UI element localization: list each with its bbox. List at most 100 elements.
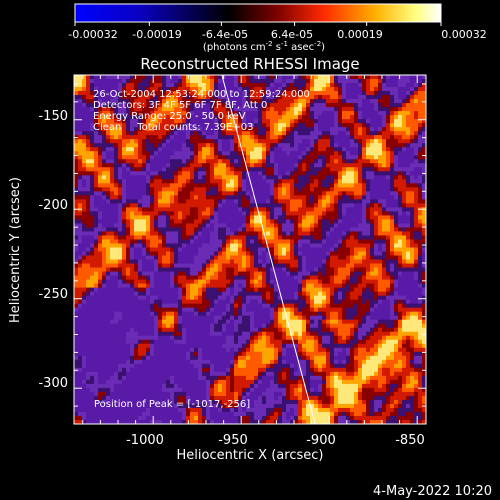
heatmap-cell — [362, 187, 367, 192]
heatmap-cell — [110, 187, 115, 192]
heatmap-cell — [342, 271, 347, 276]
heatmap-cell — [326, 215, 331, 220]
heatmap-cell — [74, 291, 79, 297]
heatmap-cell — [214, 195, 219, 200]
heatmap-cell — [154, 163, 159, 168]
heatmap-cell — [106, 279, 111, 284]
colorbar-tick-label: -0.00032 — [68, 28, 117, 41]
heatmap-cell — [202, 283, 207, 289]
heatmap-cell — [258, 219, 263, 224]
heatmap-cell — [270, 291, 275, 297]
heatmap-cell — [294, 199, 299, 204]
heatmap-cell — [194, 119, 199, 124]
heatmap-cell — [390, 259, 395, 264]
heatmap-cell — [410, 295, 415, 301]
heatmap-cell — [342, 119, 347, 124]
heatmap-cell — [362, 139, 367, 144]
heatmap-cell — [150, 235, 155, 240]
heatmap-cell — [314, 239, 319, 244]
heatmap-cell — [326, 155, 331, 160]
heatmap-cell — [410, 271, 415, 276]
heatmap-cell — [206, 155, 211, 160]
heatmap-cell — [242, 171, 247, 176]
heatmap-cell — [94, 151, 99, 156]
heatmap-cell — [358, 243, 363, 248]
heatmap-cell — [394, 107, 399, 112]
heatmap-cell — [122, 159, 127, 164]
heatmap-cell — [146, 283, 151, 289]
heatmap-cell — [266, 179, 271, 184]
heatmap-cell — [298, 247, 303, 252]
heatmap-cell — [250, 135, 255, 140]
heatmap-cell — [230, 99, 235, 104]
heatmap-cell — [166, 211, 171, 216]
heatmap-cell — [378, 119, 383, 124]
heatmap-cell — [406, 191, 411, 196]
heatmap-cell — [230, 231, 235, 236]
heatmap-cell — [402, 147, 407, 152]
heatmap-cell — [294, 295, 299, 301]
heatmap-cell — [242, 159, 247, 164]
heatmap-cell — [378, 235, 383, 240]
heatmap-cell — [262, 131, 267, 136]
heatmap-cell — [294, 219, 299, 224]
heatmap-cell — [318, 83, 323, 88]
heatmap-cell — [270, 207, 275, 212]
heatmap-cell — [286, 195, 291, 200]
heatmap-cell — [110, 191, 115, 196]
heatmap-cell — [186, 299, 191, 305]
heatmap-cell — [214, 83, 219, 88]
heatmap-cell — [258, 275, 263, 280]
heatmap-cell — [190, 79, 195, 84]
heatmap-cell — [178, 223, 183, 228]
heatmap-cell — [294, 151, 299, 156]
heatmap-cell — [206, 275, 211, 280]
heatmap-cell — [302, 95, 307, 100]
heatmap-cell — [358, 267, 363, 272]
heatmap-cell — [234, 195, 239, 200]
heatmap-cell — [86, 175, 91, 180]
heatmap-cell — [294, 275, 299, 280]
heatmap-cell — [266, 203, 271, 208]
heatmap-cell — [130, 183, 135, 188]
heatmap-cell — [166, 95, 171, 100]
heatmap-cell — [394, 203, 399, 208]
heatmap-cell — [378, 179, 383, 184]
heatmap-cell — [174, 183, 179, 188]
heatmap-cell — [354, 171, 359, 176]
heatmap-cell — [266, 191, 271, 196]
heatmap-cell — [198, 187, 203, 192]
heatmap-cell — [258, 267, 263, 272]
heatmap-cell — [90, 295, 95, 301]
heatmap-cell — [306, 183, 311, 188]
heatmap-cell — [334, 287, 339, 293]
heatmap-cell — [266, 139, 271, 144]
heatmap-cell — [186, 187, 191, 192]
heatmap-cell — [310, 151, 315, 156]
heatmap-cell — [258, 295, 263, 301]
heatmap-cell — [126, 279, 131, 284]
heatmap-cell — [326, 179, 331, 184]
heatmap-cell — [138, 203, 143, 208]
heatmap-cell — [350, 203, 355, 208]
heatmap-cell — [322, 195, 327, 200]
heatmap-cell — [394, 99, 399, 104]
heatmap-cell — [234, 275, 239, 280]
heatmap-cell — [262, 127, 267, 132]
heatmap-cell — [158, 151, 163, 156]
heatmap-cell — [166, 231, 171, 236]
heatmap-cell — [110, 75, 115, 80]
heatmap-cell — [106, 75, 111, 80]
heatmap-cell — [102, 151, 107, 156]
heatmap-cell — [354, 231, 359, 236]
heatmap-cell — [102, 107, 107, 112]
heatmap-cell — [398, 235, 403, 240]
heatmap-cell — [118, 75, 123, 80]
heatmap-cell — [150, 263, 155, 268]
heatmap-cell — [254, 291, 259, 297]
heatmap-cell — [266, 199, 271, 204]
heatmap-cell — [226, 75, 231, 80]
heatmap-cell — [366, 111, 371, 116]
heatmap-cell — [350, 215, 355, 220]
heatmap-cell — [278, 179, 283, 184]
